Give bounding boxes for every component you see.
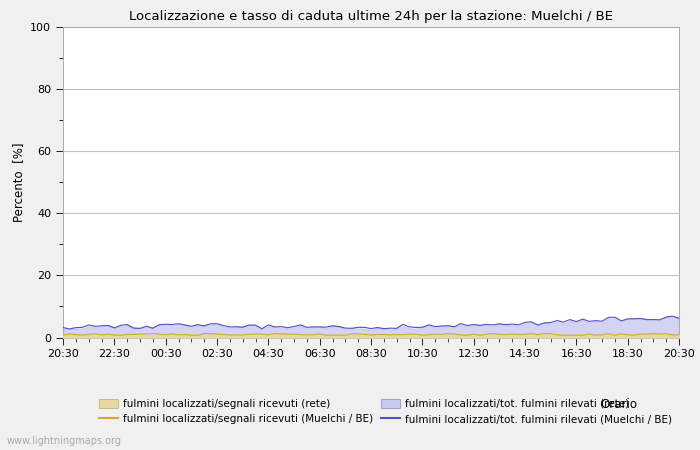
Y-axis label: Percento  [%]: Percento [%] — [12, 143, 24, 222]
Text: Orario: Orario — [600, 398, 637, 411]
Title: Localizzazione e tasso di caduta ultime 24h per la stazione: Muelchi / BE: Localizzazione e tasso di caduta ultime … — [129, 10, 613, 23]
Legend: fulmini localizzati/segnali ricevuti (rete), fulmini localizzati/segnali ricevut: fulmini localizzati/segnali ricevuti (re… — [99, 399, 673, 424]
Text: www.lightningmaps.org: www.lightningmaps.org — [7, 436, 122, 446]
